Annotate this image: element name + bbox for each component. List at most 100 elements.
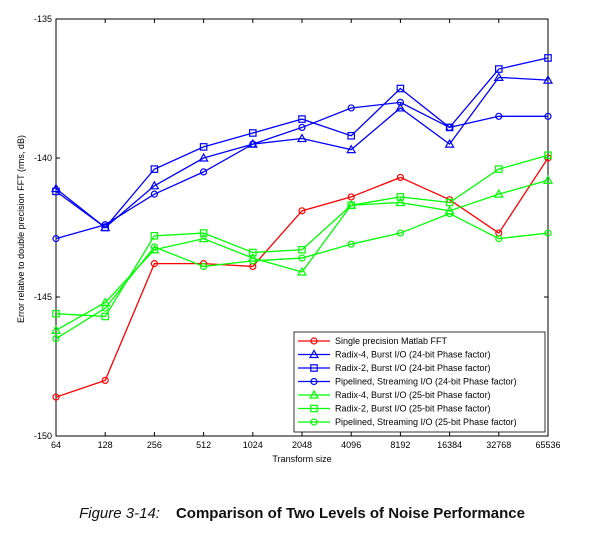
x-axis-title: Transform size xyxy=(272,454,331,464)
data-point-square xyxy=(495,165,503,173)
legend-label: Radix-4, Burst I/O (25-bit Phase factor) xyxy=(335,390,491,400)
series-line xyxy=(55,154,549,318)
x-tick-label: 512 xyxy=(196,440,211,450)
data-point-square xyxy=(495,65,503,73)
data-point-triangle xyxy=(493,72,504,81)
data-point-circle xyxy=(347,193,355,201)
x-tick-label: 16384 xyxy=(437,440,462,450)
data-point-square xyxy=(445,198,454,207)
x-tick-label: 2048 xyxy=(292,440,312,450)
data-point-circle xyxy=(150,190,158,198)
data-point-circle xyxy=(52,335,60,343)
series-line xyxy=(55,101,548,240)
data-point-circle xyxy=(347,240,355,248)
series-layer xyxy=(50,54,554,401)
x-tick-label: 128 xyxy=(98,440,113,450)
data-point-circle xyxy=(310,337,318,345)
data-point-circle xyxy=(52,235,60,243)
series xyxy=(52,98,552,243)
data-point-square xyxy=(199,229,208,237)
data-point-square xyxy=(544,54,552,62)
data-point-square xyxy=(249,248,257,257)
data-point-circle xyxy=(298,123,306,132)
data-point-triangle xyxy=(308,349,320,359)
data-point-circle xyxy=(310,418,318,426)
axis-ticks: 64 128 256 512 1024 2048 4096 8192 16384 32768 655… xyxy=(34,14,561,450)
data-point-circle xyxy=(495,235,503,243)
x-tick-label: 4096 xyxy=(341,440,361,450)
y-axis-title: Error relative to double precision FFT (… xyxy=(16,135,26,323)
data-point-circle xyxy=(544,112,552,120)
series xyxy=(52,151,552,321)
data-point-circle xyxy=(396,98,404,107)
legend-label: Radix-2, Burst I/O (24-bit Phase factor) xyxy=(335,363,491,373)
data-point-square xyxy=(150,165,159,173)
caption-title: Comparison of Two Levels of Noise Perfor… xyxy=(175,505,525,522)
data-point-triangle xyxy=(296,266,308,276)
data-point-circle xyxy=(310,377,318,386)
data-point-triangle xyxy=(198,233,209,243)
data-point-square xyxy=(544,151,552,160)
data-point-triangle xyxy=(444,138,455,148)
data-point-triangle xyxy=(542,175,554,184)
data-point-triangle xyxy=(395,197,406,207)
data-point-circle xyxy=(298,254,306,262)
chart: 64 128 256 512 1024 2048 4096 8192 16384 32768 655… xyxy=(16,14,561,464)
x-tick-label: 65536 xyxy=(535,440,560,450)
x-tick-label: 64 xyxy=(51,440,61,450)
series-line xyxy=(55,57,549,229)
series-line xyxy=(55,157,549,398)
data-point-circle xyxy=(249,140,257,148)
data-point-circle xyxy=(101,221,109,229)
series xyxy=(52,210,552,343)
data-point-square xyxy=(347,201,356,210)
legend-label: Pipelined, Streaming I/O (25-bit Phase f… xyxy=(335,417,517,427)
data-point-triangle xyxy=(50,325,62,334)
data-point-circle xyxy=(544,229,552,237)
data-point-circle xyxy=(150,243,158,251)
data-point-triangle xyxy=(346,144,357,154)
data-point-circle xyxy=(52,393,60,401)
data-point-circle xyxy=(200,262,208,271)
data-point-circle xyxy=(446,123,454,132)
data-point-circle xyxy=(150,260,158,268)
data-point-circle xyxy=(101,304,109,312)
data-point-square xyxy=(310,364,318,372)
data-point-triangle xyxy=(198,152,209,162)
legend-label: Single precision Matlab FFT xyxy=(335,336,448,346)
legend-label: Radix-4, Burst I/O (24-bit Phase factor) xyxy=(335,350,491,360)
data-point-circle xyxy=(200,168,208,176)
data-point-square xyxy=(310,404,318,413)
data-point-square xyxy=(150,232,159,240)
data-point-square xyxy=(396,84,405,93)
series-line xyxy=(55,76,549,229)
data-point-triangle xyxy=(493,188,504,198)
x-tick-label: 1024 xyxy=(243,440,263,450)
caption-number: Figure 3-14: xyxy=(79,505,160,522)
data-point-square xyxy=(249,129,257,137)
data-point-triangle xyxy=(542,74,554,84)
data-point-circle xyxy=(495,112,503,120)
legend: Single precision Matlab FFT Radix-4, Burs… xyxy=(293,331,546,433)
data-point-square xyxy=(298,115,306,123)
legend-label: Radix-2, Burst I/O (25-bit Phase factor) xyxy=(335,404,491,414)
data-point-triangle xyxy=(395,102,406,112)
series xyxy=(52,154,552,401)
y-tick-label: -150 xyxy=(34,431,52,441)
data-point-square xyxy=(347,131,356,140)
data-point-circle xyxy=(298,207,306,215)
series-line xyxy=(55,212,549,340)
data-point-square xyxy=(101,312,110,321)
data-point-triangle xyxy=(149,180,160,190)
data-point-circle xyxy=(347,104,355,112)
data-point-square xyxy=(199,143,208,151)
data-point-triangle xyxy=(296,133,308,143)
legend-label: Pipelined, Streaming I/O (24-bit Phase f… xyxy=(335,377,517,387)
x-tick-label: 8192 xyxy=(390,440,410,450)
figure-caption: Figure 3-14: Comparison of Two Levels of … xyxy=(0,505,604,522)
legend-box xyxy=(293,331,546,433)
data-point-circle xyxy=(101,376,109,384)
data-point-square xyxy=(298,245,306,254)
y-tick-label: -135 xyxy=(34,14,52,24)
x-tick-label: 32768 xyxy=(486,440,511,450)
